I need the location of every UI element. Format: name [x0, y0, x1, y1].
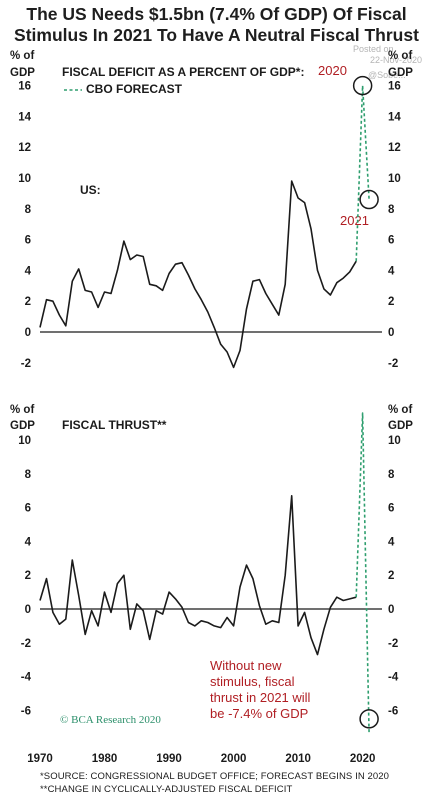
xtick-1980: 1980 [92, 753, 118, 765]
xtick-1990: 1990 [156, 753, 182, 765]
bottom-ytick-right-4: 4 [388, 536, 395, 548]
top-ytick-right-8: 8 [388, 204, 395, 216]
top-ytick-right-2: 2 [388, 296, 394, 308]
bottom-ytick-left--2: -2 [21, 638, 31, 650]
xtick-2020: 2020 [350, 753, 376, 765]
bottom-ytick-left-2: 2 [25, 570, 31, 582]
label-2021: 2021 [340, 213, 369, 228]
top-ytick-right-4: 4 [388, 265, 395, 277]
bottom-ytick-left--6: -6 [21, 705, 31, 717]
top-ytick-right--2: -2 [388, 358, 398, 370]
top-ytick-right-0: 0 [388, 327, 394, 339]
bottom-series-line [39, 494, 357, 656]
forecast-legend-label: CBO FORECAST [86, 82, 183, 96]
top-ytick-right-16: 16 [388, 81, 401, 93]
top-left-unit-line2: GDP [10, 67, 35, 79]
bottom-ytick-right--2: -2 [388, 638, 398, 650]
bottom-right-unit-line2: GDP [388, 420, 413, 432]
top-right-unit-line1: % of [388, 50, 412, 62]
bottom-ytick-left-0: 0 [25, 604, 31, 616]
bottom-forecast-line [355, 412, 370, 735]
bottom-ytick-left-4: 4 [25, 536, 32, 548]
title-line-1: The US Needs $1.5bn (7.4% Of GDP) Of Fis… [26, 4, 407, 24]
bottom-ytick-left--4: -4 [21, 672, 32, 684]
bottom-ytick-right-2: 2 [388, 570, 394, 582]
top-ytick-left-8: 8 [25, 204, 32, 216]
top-ytick-left-6: 6 [25, 235, 31, 247]
source-brand: © BCA Research 2020 [60, 714, 161, 726]
annotation-line-1: Without new [210, 658, 282, 673]
bottom-ytick-right-6: 6 [388, 503, 394, 515]
label-2020: 2020 [318, 63, 347, 78]
top-ytick-left-2: 2 [25, 296, 31, 308]
top-left-unit-line1: % of [10, 50, 34, 62]
top-ytick-right-12: 12 [388, 142, 401, 154]
country-label: US: [80, 183, 101, 197]
bottom-right-unit-line1: % of [388, 404, 412, 416]
top-highlight-circle-0 [352, 75, 373, 96]
watermark-date: 22-Nov-2020 [370, 55, 423, 65]
bottom-ytick-right-10: 10 [388, 435, 401, 447]
top-forecast-line [355, 84, 370, 262]
top-ytick-left-0: 0 [25, 327, 31, 339]
bottom-ytick-right-0: 0 [388, 604, 394, 616]
bottom-ytick-left-10: 10 [18, 435, 31, 447]
bottom-ytick-right-8: 8 [388, 469, 395, 481]
xtick-1970: 1970 [27, 753, 53, 765]
annotation-line-3: thrust in 2021 will [210, 690, 311, 705]
chart-title: The US Needs $1.5bn (7.4% Of GDP) Of Fis… [0, 4, 433, 46]
bottom-ytick-right--4: -4 [388, 672, 399, 684]
bottom-left-unit-line2: GDP [10, 420, 35, 432]
title-line-2: Stimulus In 2021 To Have A Neutral Fisca… [14, 25, 419, 45]
top-ytick-left-12: 12 [18, 142, 31, 154]
watermark-posted: Posted on [353, 44, 394, 54]
bottom-ytick-right--6: -6 [388, 705, 398, 717]
bottom-left-unit-line1: % of [10, 404, 34, 416]
top-right-unit-line2: GDP [388, 67, 413, 79]
top-ytick-left-10: 10 [18, 173, 31, 185]
xtick-2010: 2010 [285, 753, 311, 765]
top-series-line [39, 180, 357, 369]
footnote-source: *SOURCE: CONGRESSIONAL BUDGET OFFICE; FO… [40, 771, 390, 782]
top-ytick-right-6: 6 [388, 235, 394, 247]
bottom-chart-label: FISCAL THRUST** [62, 418, 167, 432]
top-ytick-left-14: 14 [18, 111, 31, 123]
xtick-2000: 2000 [221, 753, 247, 765]
annotation-line-2: stimulus, fiscal [210, 674, 295, 689]
top-ytick-left-4: 4 [25, 265, 32, 277]
top-highlight-circle-1 [359, 189, 379, 210]
top-ytick-left--2: -2 [21, 358, 31, 370]
bottom-highlight-circle-0 [359, 709, 379, 729]
watermark-handle: @Sobe... [368, 70, 406, 80]
top-ytick-left-16: 16 [18, 81, 31, 93]
annotation-line-4: be -7.4% of GDP [210, 706, 308, 721]
top-chart-label: FISCAL DEFICIT AS A PERCENT OF GDP*: [62, 65, 304, 79]
top-ytick-right-10: 10 [388, 173, 401, 185]
bottom-ytick-left-8: 8 [25, 469, 32, 481]
top-ytick-right-14: 14 [388, 111, 401, 123]
bottom-ytick-left-6: 6 [25, 503, 31, 515]
footnote-thrust: **CHANGE IN CYCLICALLY-ADJUSTED FISCAL D… [40, 784, 293, 795]
